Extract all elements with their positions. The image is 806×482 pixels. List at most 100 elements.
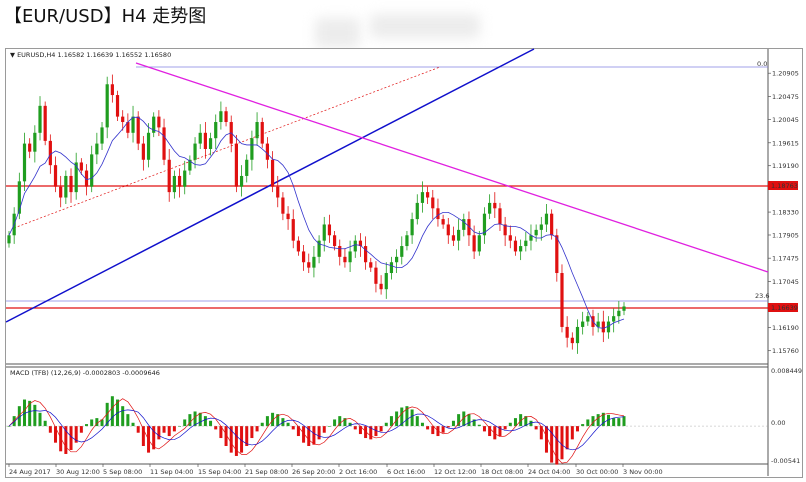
candle-body	[167, 159, 171, 193]
macd-bar	[379, 426, 383, 432]
candle-body	[338, 246, 342, 257]
macd-bar	[260, 422, 264, 427]
macd-bar	[343, 418, 347, 427]
candle-body	[420, 192, 425, 203]
candle-body	[426, 192, 430, 198]
candle-body	[162, 127, 166, 160]
candle-body	[79, 162, 83, 171]
macd-bar	[420, 422, 424, 427]
candle-body	[312, 256, 316, 268]
macd-bar	[405, 406, 409, 427]
candle-body	[477, 235, 481, 252]
time-tick-label: 18 Oct 08:00	[481, 468, 523, 476]
macd-bar	[581, 424, 585, 427]
macd-bar	[110, 396, 114, 427]
candle-body	[622, 306, 626, 311]
time-tick-label: 21 Sep 08:00	[245, 468, 288, 476]
macd-bar	[33, 404, 37, 427]
macd-bar	[43, 420, 47, 427]
macd-bar	[508, 422, 512, 427]
candle-body	[265, 143, 270, 160]
macd-bar	[126, 414, 130, 427]
candle-body	[389, 262, 394, 274]
candle-body	[550, 213, 554, 236]
macd-bar	[302, 426, 306, 443]
candle-body	[307, 262, 311, 268]
candle-body	[343, 256, 347, 263]
macd-axis-bottom: -0.00541	[771, 457, 800, 465]
candle-body	[555, 235, 559, 274]
candle-body	[581, 321, 585, 327]
candle-body	[95, 143, 99, 155]
price-axis-labels: 1.20905 1.20475 1.20045 1.19615 1.19190 1.183…	[768, 70, 799, 355]
candle-body	[560, 273, 564, 327]
candle-body	[327, 224, 332, 236]
time-tick-label: 30 Aug 12:00	[56, 468, 100, 476]
price-tag-red-2	[768, 303, 798, 312]
macd-bar	[240, 426, 244, 453]
candle-body	[606, 321, 611, 333]
candle-body	[544, 213, 549, 225]
magenta-trendline[interactable]	[135, 62, 769, 273]
macd-bar	[364, 426, 368, 439]
macd-bar	[441, 426, 445, 433]
macd-bar	[291, 426, 295, 430]
candle-body	[141, 143, 145, 160]
candle-body	[353, 240, 357, 252]
page-title: 【EUR/USD】H4 走势图	[4, 6, 207, 27]
candle-body	[436, 208, 440, 220]
macd-bar	[234, 426, 238, 456]
candle-body	[441, 219, 445, 225]
candle-body	[363, 246, 368, 263]
macd-bar	[90, 419, 94, 427]
candle-body	[617, 310, 621, 317]
candle-body	[193, 143, 197, 160]
candle-body	[472, 235, 476, 252]
price-tick-label: 1.20475	[772, 93, 799, 101]
candle-body	[84, 170, 89, 187]
candle-body	[493, 202, 497, 209]
macd-bar	[183, 419, 187, 427]
macd-bar	[100, 419, 104, 427]
candle-body	[332, 235, 337, 247]
macd-bar	[426, 426, 430, 430]
candle-body	[100, 127, 104, 144]
candle-body	[28, 143, 32, 152]
price-tick-label: 1.17475	[772, 255, 799, 263]
candle-body	[405, 235, 409, 247]
candle-body	[457, 229, 461, 241]
candle-body	[157, 116, 161, 128]
macd-bar	[333, 419, 337, 427]
macd-bar	[188, 414, 192, 427]
macd-bar	[467, 414, 471, 427]
candle-body	[17, 181, 21, 214]
candle-body	[208, 138, 213, 149]
macd-bar	[415, 416, 419, 427]
macd-bar	[586, 419, 590, 427]
time-tick-label: 3 Nov 00:00	[623, 468, 663, 476]
candle-body	[105, 84, 109, 128]
candle-body	[462, 219, 466, 230]
macd-bar	[519, 414, 523, 427]
candle-body	[48, 140, 52, 166]
blue-trendline[interactable]	[5, 48, 535, 323]
price-tick-label: 1.17045	[772, 278, 799, 286]
candle-body	[286, 213, 290, 220]
macd-bar	[570, 426, 574, 440]
candle-body	[369, 262, 373, 268]
macd-bar	[271, 412, 275, 427]
fib-trend-line[interactable]	[13, 66, 441, 229]
macd-bar	[565, 426, 569, 450]
macd-bar	[178, 426, 182, 427]
candle-body	[219, 111, 223, 123]
candle-body	[214, 122, 218, 139]
blurred-watermark-2	[370, 14, 480, 38]
candle-body	[59, 186, 63, 198]
candle-body	[296, 240, 301, 252]
candle-body	[498, 208, 502, 225]
macd-bar	[312, 426, 316, 445]
candle-body	[570, 337, 574, 344]
macd-bar	[152, 426, 156, 450]
candle-body	[177, 175, 182, 187]
